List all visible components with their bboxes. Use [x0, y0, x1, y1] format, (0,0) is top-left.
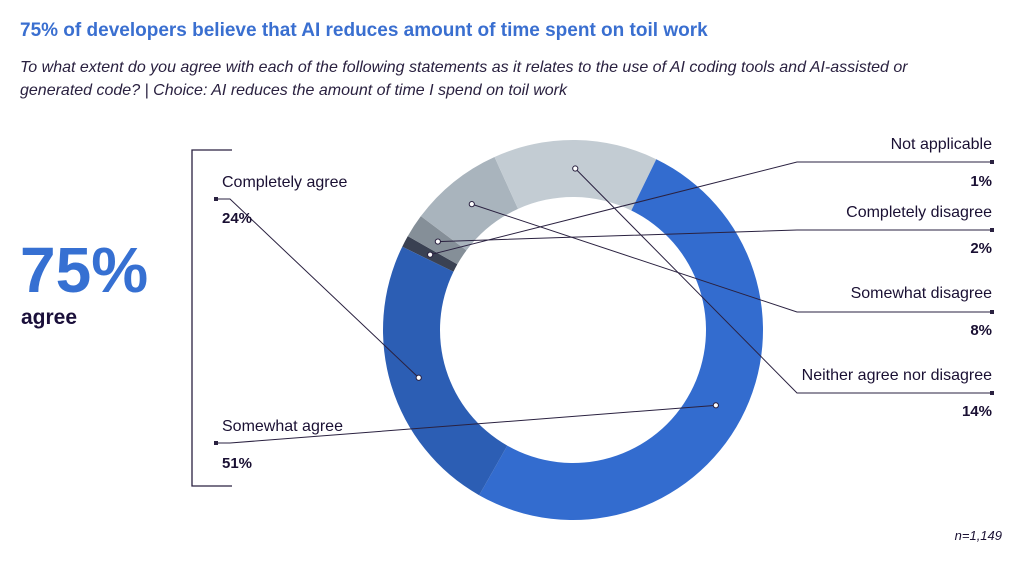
value-neither: 14%	[961, 403, 992, 420]
leader-line-completely-agree	[216, 198, 420, 379]
leader-end-completely-disagree	[990, 228, 994, 232]
value-somewhat-agree: 51%	[222, 455, 253, 472]
sample-size: n=1,149	[954, 528, 1002, 543]
label-completely-disagree: Completely disagree	[846, 204, 992, 221]
leader-line-completely-disagree	[437, 229, 992, 243]
leader-dot-neither-agree-nor-disagree	[572, 165, 579, 172]
leader-end-somewhat-disagree	[990, 310, 994, 314]
slice-somewhat-agree	[479, 159, 763, 520]
chart-subtitle: To what extent do you agree with each of…	[20, 59, 908, 99]
slice-neither-agree-nor-disagree	[494, 140, 657, 211]
label-not-applicable: Not applicable	[890, 136, 992, 153]
leader-end-not-applicable	[990, 160, 994, 164]
leader-dot-somewhat-agree	[712, 402, 719, 409]
chart-title: 75% of developers believe that AI reduce…	[20, 20, 708, 41]
donut-slices	[383, 140, 763, 520]
label-somewhat-agree: Somewhat agree	[222, 418, 343, 435]
value-completely-disagree: 2%	[970, 240, 992, 257]
leader-dot-somewhat-disagree	[468, 201, 475, 208]
label-neither: Neither agree nor disagree	[801, 367, 992, 384]
label-completely-agree: Completely agree	[222, 174, 348, 191]
agree-bracket	[191, 149, 232, 487]
value-somewhat-disagree: 8%	[970, 322, 992, 339]
leader-end-neither-agree-nor-disagree	[990, 391, 994, 395]
leader-end-somewhat-agree	[214, 441, 218, 445]
slice-completely-agree	[383, 246, 508, 496]
agree-percent: 75%	[20, 234, 149, 306]
agree-label: agree	[21, 306, 78, 329]
leader-line-not-applicable	[430, 161, 992, 256]
leader-line-somewhat-disagree	[471, 203, 992, 313]
leader-lines	[214, 160, 994, 445]
leader-dot-completely-agree	[415, 374, 422, 381]
label-somewhat-disagree: Somewhat disagree	[850, 285, 992, 302]
leader-end-completely-agree	[214, 197, 218, 201]
leader-dot-completely-disagree	[434, 238, 441, 245]
value-not-applicable: 1%	[970, 173, 992, 190]
leader-dot-not-applicable	[427, 251, 434, 258]
leader-line-somewhat-agree	[216, 404, 716, 444]
leader-line-neither-agree-nor-disagree	[574, 168, 992, 394]
value-completely-agree: 24%	[222, 210, 253, 227]
